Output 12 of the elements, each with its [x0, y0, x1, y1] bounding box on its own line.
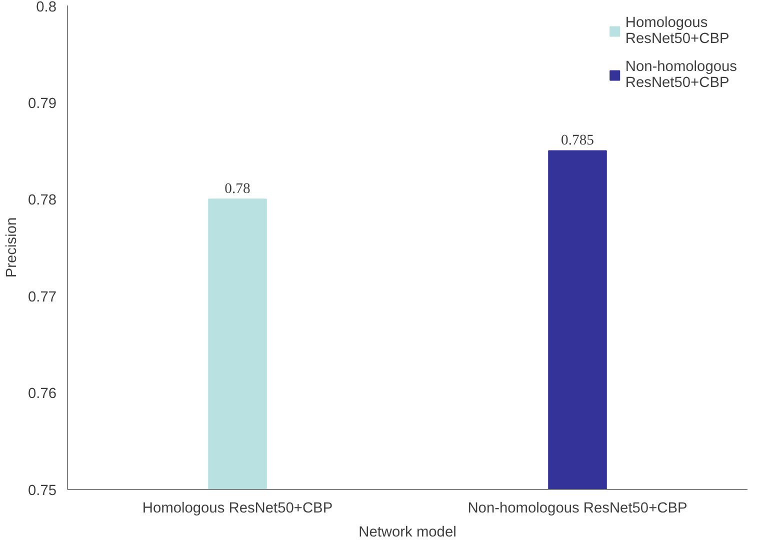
- x-axis-title: Network model: [358, 524, 456, 540]
- data-label: 0.78: [224, 181, 250, 198]
- y-tick-label: 0.75: [28, 483, 57, 499]
- y-tick-label: 0.76: [28, 386, 57, 402]
- data-label: 0.785: [561, 132, 594, 149]
- y-axis-title: Precision: [4, 217, 20, 278]
- y-tick-label: 0.78: [28, 192, 57, 209]
- legend-label: Non-homologous ResNet50+CBP: [625, 59, 737, 91]
- y-tick-label: 0.79: [28, 96, 57, 112]
- y-tick-label: 0.77: [28, 289, 57, 306]
- legend-label: Homologous ResNet50+CBP: [625, 15, 730, 47]
- y-tick-label: 0.8: [36, 0, 56, 16]
